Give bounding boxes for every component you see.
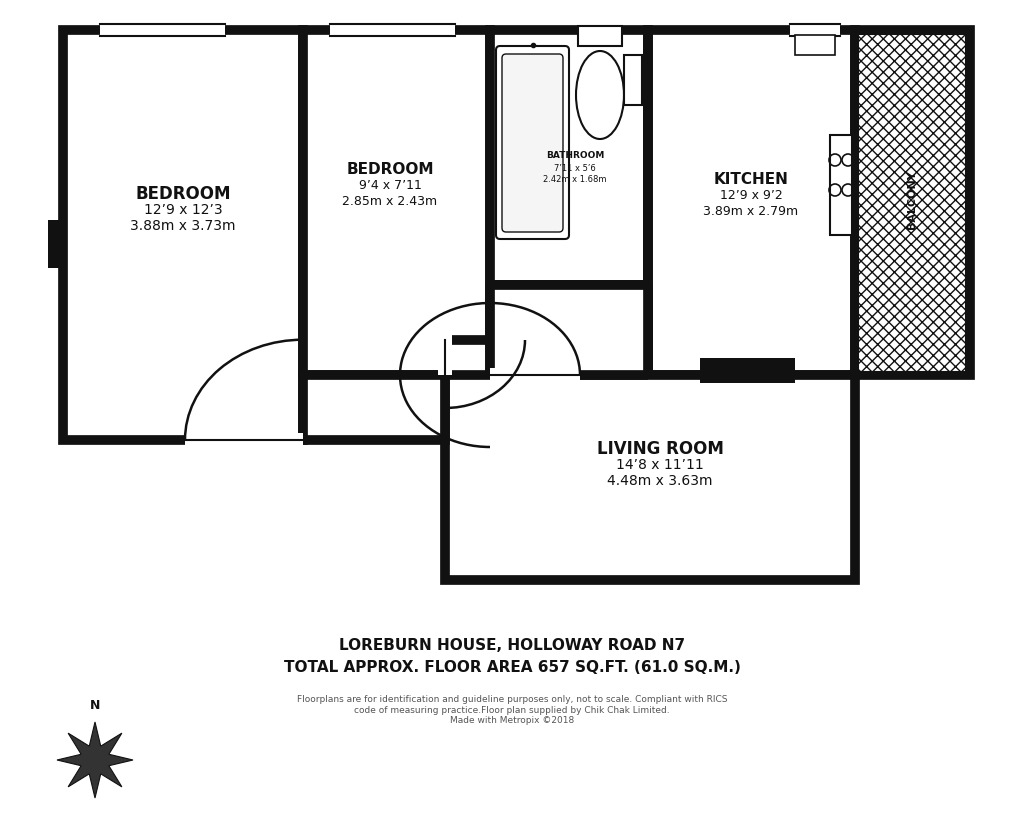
Polygon shape: [445, 375, 855, 580]
Bar: [494, 289, 644, 371]
Text: 3.88m x 3.73m: 3.88m x 3.73m: [130, 219, 236, 233]
Bar: [700, 358, 795, 383]
Polygon shape: [648, 30, 855, 375]
Bar: [795, 35, 835, 55]
Polygon shape: [303, 30, 490, 375]
Text: 12’9 x 9’2: 12’9 x 9’2: [720, 189, 782, 201]
Bar: [858, 34, 966, 372]
FancyBboxPatch shape: [502, 54, 563, 232]
Text: 4.48m x 3.63m: 4.48m x 3.63m: [607, 474, 713, 488]
FancyBboxPatch shape: [496, 46, 569, 239]
Bar: [185, 433, 303, 447]
Text: 3.89m x 2.79m: 3.89m x 2.79m: [703, 204, 799, 218]
Polygon shape: [490, 30, 648, 285]
Text: BEDROOM: BEDROOM: [346, 162, 434, 177]
Bar: [624, 55, 642, 105]
Bar: [100, 23, 225, 37]
Ellipse shape: [575, 51, 624, 139]
Bar: [830, 135, 852, 235]
Polygon shape: [303, 375, 445, 440]
Text: BATHROOM: BATHROOM: [546, 150, 604, 159]
Polygon shape: [855, 30, 970, 375]
Bar: [578, 26, 622, 46]
Text: BEDROOM: BEDROOM: [135, 185, 230, 203]
Text: 7’11 x 5’6: 7’11 x 5’6: [554, 163, 596, 172]
Bar: [438, 285, 452, 375]
Text: 2.42m x 1.68m: 2.42m x 1.68m: [544, 175, 607, 184]
Text: BALCONY: BALCONY: [907, 171, 918, 229]
Text: KITCHEN: KITCHEN: [714, 172, 788, 186]
Bar: [490, 368, 580, 382]
Bar: [790, 23, 840, 37]
Text: LIVING ROOM: LIVING ROOM: [597, 440, 723, 458]
Text: Floorplans are for identification and guideline purposes only, not to scale. Com: Floorplans are for identification and gu…: [297, 695, 727, 725]
Text: 14’8 x 11’11: 14’8 x 11’11: [616, 458, 703, 472]
Text: N: N: [90, 699, 100, 712]
Text: LOREBURN HOUSE, HOLLOWAY ROAD N7: LOREBURN HOUSE, HOLLOWAY ROAD N7: [339, 637, 685, 653]
Polygon shape: [57, 722, 133, 798]
Bar: [48, 220, 63, 268]
Text: 12’9 x 12’3: 12’9 x 12’3: [143, 203, 222, 217]
Text: 9’4 x 7’11: 9’4 x 7’11: [358, 178, 422, 191]
Text: 2.85m x 2.43m: 2.85m x 2.43m: [342, 195, 437, 208]
Text: TOTAL APPROX. FLOOR AREA 657 SQ.FT. (61.0 SQ.M.): TOTAL APPROX. FLOOR AREA 657 SQ.FT. (61.…: [284, 661, 740, 676]
Polygon shape: [63, 30, 303, 440]
Bar: [330, 23, 455, 37]
